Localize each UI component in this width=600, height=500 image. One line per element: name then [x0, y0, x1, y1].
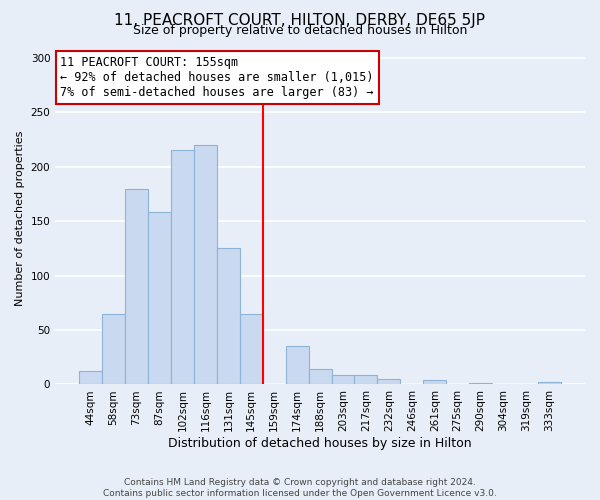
Text: Contains HM Land Registry data © Crown copyright and database right 2024.
Contai: Contains HM Land Registry data © Crown c… [103, 478, 497, 498]
Bar [377, 379, 400, 384]
Text: 11 PEACROFT COURT: 155sqm
← 92% of detached houses are smaller (1,015)
7% of sem: 11 PEACROFT COURT: 155sqm ← 92% of detac… [61, 56, 374, 99]
Bar [332, 374, 355, 384]
Bar [125, 188, 148, 384]
Bar [217, 248, 240, 384]
Bar [355, 374, 377, 384]
Y-axis label: Number of detached properties: Number of detached properties [15, 131, 25, 306]
Bar [194, 145, 217, 384]
Bar [171, 150, 194, 384]
Bar [102, 314, 125, 384]
Bar [79, 372, 102, 384]
Bar [423, 380, 446, 384]
X-axis label: Distribution of detached houses by size in Hilton: Distribution of detached houses by size … [168, 437, 472, 450]
Text: Size of property relative to detached houses in Hilton: Size of property relative to detached ho… [133, 24, 467, 37]
Bar [286, 346, 308, 385]
Bar [308, 369, 332, 384]
Text: 11, PEACROFT COURT, HILTON, DERBY, DE65 5JP: 11, PEACROFT COURT, HILTON, DERBY, DE65 … [115, 12, 485, 28]
Bar [538, 382, 561, 384]
Bar [148, 212, 171, 384]
Bar [240, 314, 263, 384]
